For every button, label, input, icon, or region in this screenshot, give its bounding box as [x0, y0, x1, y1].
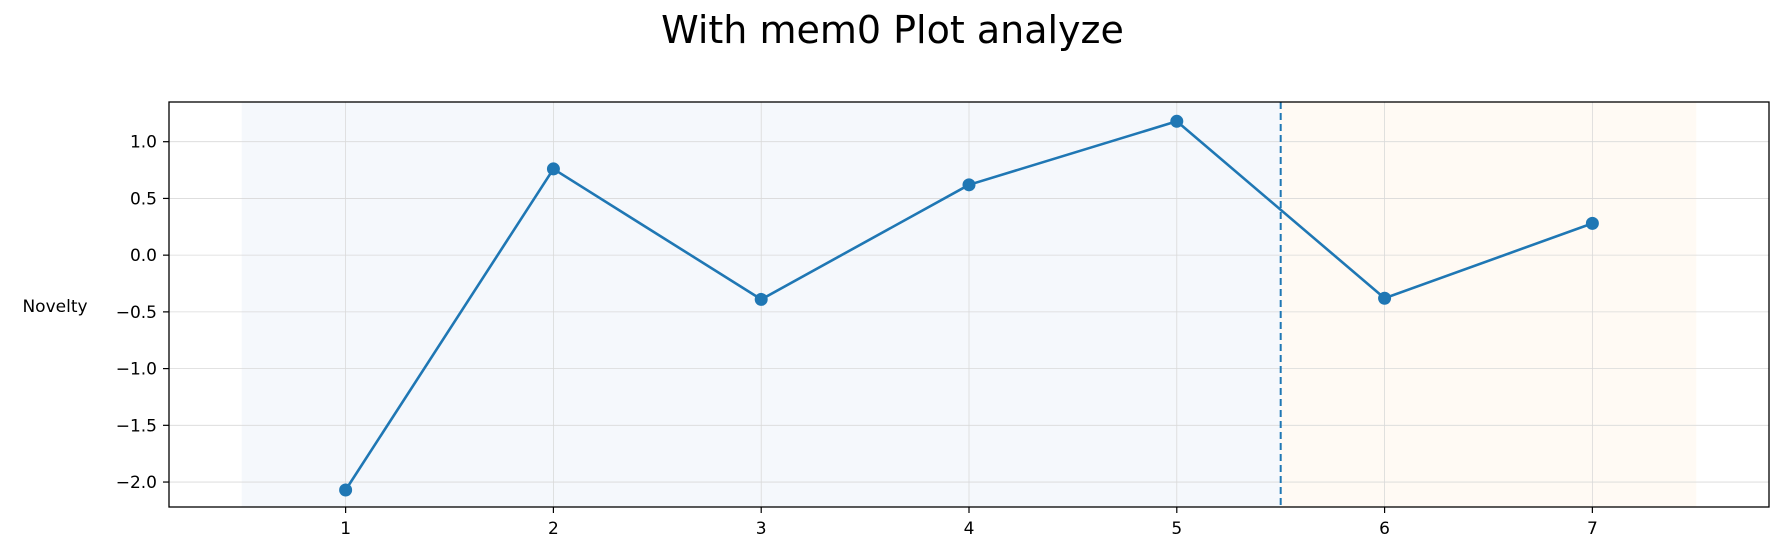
y-tick-label: 0.5	[130, 189, 157, 209]
shaded-region-2	[1280, 102, 1697, 507]
x-tick-label: 2	[548, 519, 559, 539]
x-tick-label: 5	[1171, 519, 1182, 539]
x-tick-label: 3	[756, 519, 767, 539]
data-point-3	[754, 292, 768, 306]
data-points	[339, 114, 1599, 497]
y-axis-ticks: 1.0 0.5 0.0 −0.5 −1.0 −1.5 −2.0	[116, 133, 169, 493]
y-tick-label: −0.5	[116, 303, 157, 323]
y-tick-label: −1.5	[116, 416, 157, 436]
y-tick-label: 0.0	[130, 246, 157, 266]
y-tick-label: −1.0	[116, 360, 157, 380]
data-point-6	[1378, 291, 1392, 305]
data-point-1	[339, 483, 353, 497]
data-point-5	[1170, 114, 1184, 128]
x-tick-label: 1	[340, 519, 351, 539]
x-tick-label: 6	[1379, 519, 1390, 539]
x-axis-ticks: 1 2 3 4 5 6 7	[340, 507, 1598, 539]
data-point-2	[546, 162, 560, 176]
x-tick-label: 4	[964, 519, 975, 539]
y-tick-label: −2.0	[116, 473, 157, 493]
x-tick-label: 7	[1587, 519, 1598, 539]
data-point-4	[962, 178, 976, 192]
grid-lines	[169, 102, 1769, 507]
chart-title: With mem0 Plot analyze	[661, 8, 1124, 52]
y-tick-label: 1.0	[130, 133, 157, 153]
data-point-7	[1585, 216, 1599, 230]
y-axis-label: Novelty	[22, 297, 87, 317]
